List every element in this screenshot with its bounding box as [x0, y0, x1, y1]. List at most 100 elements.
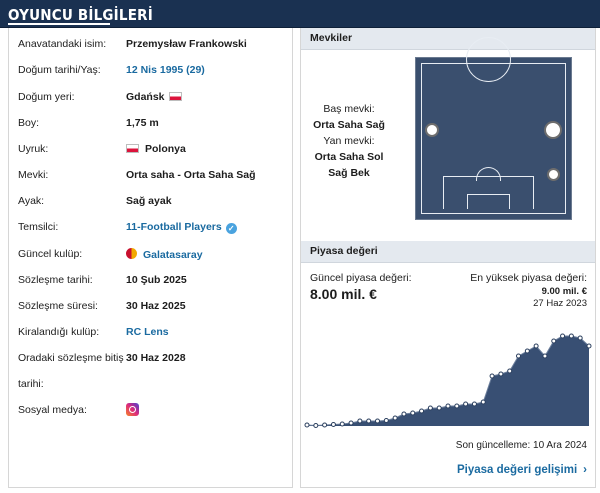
title-underline [8, 23, 110, 25]
info-label: Boy: [18, 117, 40, 129]
info-value: 10 Şub 2025 [126, 274, 187, 286]
market-value-point[interactable] [322, 422, 328, 428]
current-value-label: Güncel piyasa değeri: [310, 272, 412, 284]
info-label: Temsilci: [18, 221, 59, 233]
market-value-point[interactable] [339, 421, 345, 427]
position-marker-right-back [547, 168, 560, 181]
market-value-point[interactable] [560, 333, 566, 339]
verified-icon: ✓ [225, 223, 237, 234]
info-label: Uyruk: [18, 143, 49, 155]
flag-poland-icon [168, 92, 182, 101]
market-value-point[interactable] [348, 420, 354, 426]
info-value: 30 Haz 2028 [126, 352, 186, 364]
galatasaray-crest-icon [126, 248, 137, 259]
birth-date-link[interactable]: 12 Nis 1995 (29) [126, 64, 205, 76]
info-value: Orta saha - Orta Saha Sağ [126, 169, 256, 181]
main-position-value: Orta Saha Sağ [313, 119, 385, 131]
market-value-point[interactable] [383, 418, 389, 423]
market-value-point[interactable] [551, 338, 557, 344]
info-label: Ayak: [18, 195, 45, 207]
flag-poland-icon [126, 144, 139, 153]
side-position-label: Yan mevki: [323, 135, 375, 147]
info-label: Sosyal medya: [18, 404, 87, 416]
side-position-value-2: Sağ Bek [328, 167, 370, 179]
market-value-point[interactable] [568, 333, 574, 339]
positions-header: Mevkiler [301, 28, 595, 50]
info-label: Kiralandığı kulüp: [18, 326, 100, 338]
info-label: Sözleşme süresi: [18, 300, 98, 312]
info-label: Doğum yeri: [18, 91, 75, 103]
market-value-development-link[interactable]: Piyasa değeri gelişimi › [457, 464, 587, 476]
info-label: tarihi: [18, 378, 44, 390]
market-value-point[interactable] [357, 418, 363, 424]
side-position-value-1: Orta Saha Sol [314, 151, 384, 163]
market-value-point[interactable] [577, 335, 583, 341]
market-value-point[interactable] [304, 422, 310, 428]
info-label: Oradaki sözleşme bitiş [18, 352, 124, 364]
agent-link[interactable]: 11-Football Players ✓ [126, 221, 237, 234]
market-value-point[interactable] [533, 343, 539, 349]
market-value-point[interactable] [436, 405, 442, 411]
current-value-amount: 8.00 mil. € [310, 286, 377, 302]
right-column: Mevkiler Baş mevki: Orta Saha Sağ Yan me… [300, 28, 596, 488]
info-label: Doğum tarihi/Yaş: [18, 64, 101, 76]
club-text: Galatasaray [143, 249, 203, 261]
info-label: Güncel kulüp: [18, 248, 83, 260]
market-value-point[interactable] [463, 401, 469, 407]
social-links [126, 403, 139, 419]
instagram-icon[interactable] [126, 403, 139, 416]
market-value-point[interactable] [445, 403, 451, 409]
info-value: 30 Haz 2025 [126, 300, 186, 312]
market-value-point[interactable] [427, 405, 433, 411]
birth-place-value: Gdańsk [126, 91, 182, 103]
market-value-point[interactable] [489, 373, 495, 379]
market-value-point[interactable] [366, 418, 372, 424]
positions-title: Mevkiler [310, 32, 353, 44]
info-value: 1,75 m [126, 117, 159, 129]
market-value-point[interactable] [410, 410, 416, 416]
market-value-title: Piyasa değeri [310, 245, 378, 257]
market-value-point[interactable] [524, 348, 530, 354]
market-value-area [307, 336, 589, 426]
info-label: Mevki: [18, 169, 49, 181]
market-value-point[interactable] [480, 399, 486, 405]
info-label: Sözleşme tarihi: [18, 274, 93, 286]
market-value-point[interactable] [419, 408, 425, 414]
market-value-point[interactable] [401, 411, 407, 417]
page-title: OYUNCU BİLGİLERİ [8, 6, 153, 24]
max-value-date: 27 Haz 2023 [533, 298, 587, 309]
player-info-panel: Anavatandaki isim: Przemysław Frankowski… [8, 28, 293, 488]
market-value-point[interactable] [313, 423, 319, 428]
market-value-point[interactable] [330, 422, 336, 427]
max-value-amount: 9.00 mil. € [541, 286, 587, 297]
info-value: Sağ ayak [126, 195, 172, 207]
market-value-point[interactable] [507, 368, 513, 374]
market-value-chart [304, 333, 592, 428]
last-update-text: Son güncelleme: 10 Ara 2024 [455, 440, 587, 451]
position-marker-left-mid [425, 123, 439, 137]
market-value-point[interactable] [471, 401, 477, 407]
market-value-point[interactable] [375, 418, 380, 424]
max-value-label: En yüksek piyasa değeri: [470, 272, 587, 284]
pitch-center-circle [466, 37, 511, 82]
birth-place-text: Gdańsk [126, 91, 165, 103]
info-value: Przemysław Frankowski [126, 38, 247, 50]
position-pitch [415, 37, 572, 220]
page-header: OYUNCU BİLGİLERİ [0, 0, 600, 28]
info-label: Anavatandaki isim: [18, 38, 107, 50]
loan-club-link[interactable]: RC Lens [126, 326, 169, 338]
market-value-point[interactable] [392, 415, 398, 421]
nationality-value: Polonya [126, 143, 186, 155]
market-value-point[interactable] [516, 353, 521, 359]
pitch-goal-box [467, 194, 510, 209]
main-position-label: Baş mevki: [323, 103, 375, 115]
agent-text: 11-Football Players [126, 221, 222, 233]
chevron-right-icon: › [583, 464, 587, 476]
position-marker-right-mid [544, 121, 562, 139]
market-value-point[interactable] [542, 353, 548, 359]
current-club-link[interactable]: Galatasaray [126, 248, 203, 261]
market-value-point[interactable] [586, 343, 592, 349]
market-value-point[interactable] [498, 371, 504, 377]
nationality-text: Polonya [145, 143, 186, 155]
market-value-point[interactable] [454, 403, 460, 409]
